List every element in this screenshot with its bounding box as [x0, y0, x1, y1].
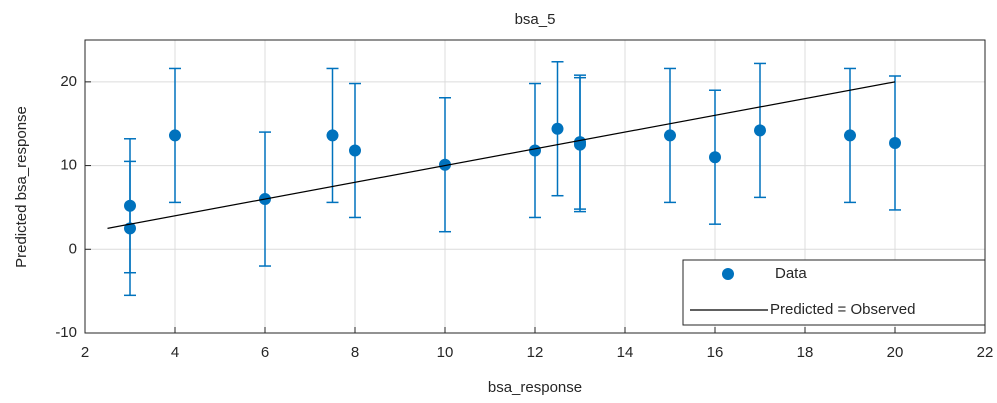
y-tick-label: 0 — [69, 240, 77, 257]
data-point — [844, 129, 856, 142]
data-point — [169, 129, 181, 142]
axes-box — [84, 39, 986, 334]
x-tick-label: 18 — [797, 344, 814, 361]
data-point — [349, 144, 361, 157]
x-tick-label: 12 — [527, 344, 544, 361]
data-point — [551, 122, 564, 135]
x-tick-label: 20 — [887, 344, 904, 361]
x-tick-label: 10 — [437, 344, 454, 361]
data-point — [574, 138, 586, 151]
x-tick-label: 8 — [351, 344, 359, 361]
legend-box — [682, 259, 986, 326]
chart-title: bsa_5 — [515, 11, 556, 28]
legend-label: Predicted = Observed — [770, 301, 916, 318]
x-tick-label: 22 — [977, 344, 994, 361]
x-tick-label: 6 — [261, 344, 269, 361]
data-point — [889, 136, 901, 149]
data-point — [326, 129, 339, 142]
legend-marker — [722, 268, 734, 280]
data-point — [529, 144, 541, 157]
x-tick-label: 16 — [707, 344, 724, 361]
data-point — [439, 158, 451, 171]
y-axis-label: Predicted bsa_response — [13, 106, 30, 268]
x-tick-label: 2 — [81, 344, 89, 361]
y-tick-label: -10 — [55, 324, 77, 341]
legend-label: Data — [775, 265, 807, 282]
y-tick-label: 20 — [60, 73, 77, 90]
x-tick-label: 4 — [171, 344, 179, 361]
data-point — [664, 129, 676, 142]
y-tick-label: 10 — [60, 157, 77, 174]
x-axis-label: bsa_response — [488, 379, 582, 396]
reference-line — [107, 81, 896, 229]
data-point — [124, 222, 136, 235]
data-point — [754, 124, 766, 137]
data-point — [709, 151, 721, 164]
x-tick-label: 14 — [617, 344, 634, 361]
